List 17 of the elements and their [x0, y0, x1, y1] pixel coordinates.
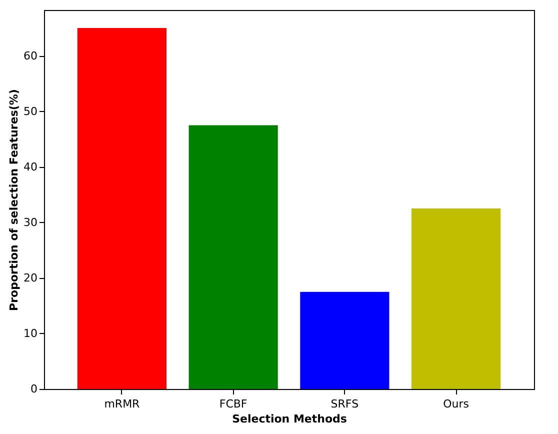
bar [412, 208, 501, 389]
y-tick-label: 60 [24, 49, 38, 62]
y-tick-label: 30 [24, 216, 38, 229]
x-tick-label: FCBF [219, 398, 248, 410]
x-tick-label: Ours [443, 398, 470, 410]
bar [77, 28, 166, 389]
x-tick-label: SRFS [330, 398, 359, 410]
y-axis-title: Proportion of selection Features(%) [8, 89, 21, 311]
x-axis-title: Selection Methods [232, 412, 348, 426]
bar [188, 125, 278, 389]
x-tick-label: mRMR [104, 398, 140, 410]
bar [300, 292, 390, 389]
y-tick-label: 10 [24, 326, 38, 340]
y-tick-label: 0 [30, 382, 38, 396]
y-tick-label: 50 [24, 104, 38, 118]
y-tick-label: 40 [24, 160, 38, 174]
y-tick-label: 20 [24, 271, 38, 284]
